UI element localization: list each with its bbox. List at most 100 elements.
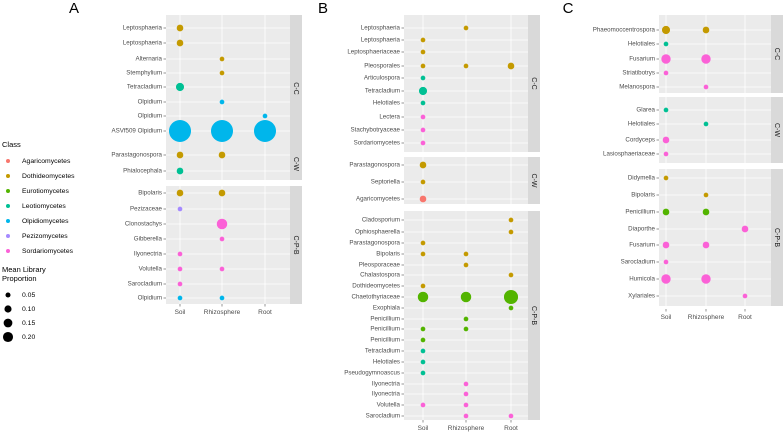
legend-size-title: Proportion: [2, 274, 37, 283]
data-point: [262, 113, 268, 119]
y-tick-label: Didymella: [628, 175, 656, 182]
legend-class-label: Sordariomycetes: [22, 248, 74, 255]
facet-background: [659, 169, 771, 306]
data-point: [176, 39, 184, 47]
y-tick-label: Xylariales: [628, 293, 655, 300]
y-tick-label: Penicillium: [370, 316, 400, 323]
y-tick-label: Olpidium: [138, 99, 162, 106]
facet-strip-label: C-P-B: [773, 228, 780, 247]
data-point: [419, 161, 427, 169]
panel-label: B: [318, 0, 328, 17]
data-point: [702, 241, 710, 249]
data-point: [417, 291, 429, 303]
y-tick-label: Fusarium: [629, 242, 655, 249]
y-tick-label: Diaporthe: [628, 226, 655, 233]
y-tick-label: Sarocladium: [128, 281, 162, 288]
panel-C: C C-C Phaeomoccentrospora Helotiales Fusariu…: [563, 0, 783, 321]
y-tick-label: Tetracladium: [127, 84, 162, 91]
y-tick-label: Chalastospora: [360, 272, 400, 279]
data-point: [463, 381, 469, 387]
data-point: [701, 274, 711, 284]
legend: Class Agaricomycetes Dothideomycetes Euroti…: [2, 140, 75, 343]
data-point: [662, 136, 670, 144]
legend-class-key: [6, 234, 10, 238]
y-tick-label: Bipolaris: [631, 192, 655, 199]
data-point: [663, 107, 669, 113]
y-tick-label: Articulospora: [364, 75, 401, 82]
data-point: [702, 26, 710, 34]
legend-class-key: [6, 219, 10, 223]
data-point: [663, 41, 669, 47]
data-point: [177, 295, 183, 301]
data-point: [742, 293, 748, 299]
y-tick-label: Striatibotrys: [622, 70, 655, 77]
y-tick-label: Phialocephala: [123, 168, 162, 175]
data-point: [420, 49, 426, 55]
y-tick-label: Leptosphaeriaceae: [347, 49, 400, 56]
data-point: [702, 208, 710, 216]
y-tick-label: Glarea: [636, 107, 655, 114]
legend-class-key: [6, 204, 10, 208]
data-point: [420, 370, 426, 376]
y-tick-label: Volutella: [377, 402, 401, 409]
legend-class-key: [6, 249, 10, 253]
y-tick-label: Lectera: [379, 114, 400, 121]
data-point: [175, 82, 185, 92]
data-point: [176, 151, 184, 159]
data-point: [420, 127, 426, 133]
data-point: [420, 100, 426, 106]
facet-C-P-B: C-P-B Bipolaris Pezizaceae Clonostachys Gibb…: [125, 186, 302, 304]
y-tick-label: Leptosphaeria: [361, 37, 401, 44]
legend-size-key: [4, 305, 12, 313]
data-point: [419, 195, 427, 203]
y-tick-label: Gibberella: [134, 236, 163, 243]
data-point: [210, 119, 234, 143]
data-point: [508, 305, 514, 311]
facet-strip: [771, 169, 783, 306]
legend-class-label: Dothideomycetes: [22, 173, 75, 180]
data-point: [420, 140, 426, 146]
legend-size-key: [2, 331, 14, 343]
y-tick-label: Dothideomycetes: [352, 283, 400, 290]
y-tick-label: Helotiales: [373, 100, 400, 107]
legend-class-label: Pezizomycetes: [22, 233, 68, 240]
facet-strip-label: C-P-B: [530, 306, 537, 325]
y-tick-label: Cladosporium: [362, 217, 400, 224]
y-tick-label: Cordyceps: [625, 137, 655, 144]
y-tick-label: Leptosphaeria: [361, 25, 401, 32]
data-point: [463, 391, 469, 397]
data-point: [463, 413, 469, 419]
y-tick-label: Stachybotryaceae: [350, 127, 400, 134]
data-point: [463, 63, 469, 69]
data-point: [420, 37, 426, 43]
data-point: [219, 99, 225, 105]
data-point: [463, 25, 469, 31]
data-point: [463, 326, 469, 332]
legend-class-label: Agaricomycetes: [22, 158, 71, 165]
panel-B: B C-C Leptosphaeria Leptosphaeria Leptosphae…: [318, 0, 540, 432]
data-point: [463, 402, 469, 408]
legend-size-label: 0.20: [22, 334, 35, 341]
data-point: [176, 167, 184, 175]
y-tick-label: Stemphylium: [126, 70, 162, 77]
y-tick-label: Pezizaceae: [130, 206, 163, 213]
data-point: [703, 192, 709, 198]
y-tick-label: Leptosphaeria: [123, 25, 163, 32]
data-point: [168, 119, 192, 143]
data-point: [508, 229, 514, 235]
data-point: [663, 151, 669, 157]
y-tick-label: ASVf509 Olpidium: [111, 128, 162, 135]
y-tick-label: Bipolaris: [138, 190, 162, 197]
x-tick-label: Rhizosphere: [204, 309, 241, 316]
x-tick-label: Root: [738, 314, 752, 321]
y-tick-label: Olpidium: [138, 113, 162, 120]
facet-C-W: C-W Glarea Helotiales Cordyceps Lasiosphaeri…: [603, 97, 783, 163]
data-point: [219, 70, 225, 76]
x-tick-label: Soil: [175, 309, 186, 316]
facet-C-W: C-W Parastagonospora Phialocephala: [111, 148, 302, 180]
facet-C-P-B: C-P-B Didymella Bipolaris Penicillium Diapor…: [621, 169, 783, 306]
y-tick-label: Lasiosphaeriaceae: [603, 151, 656, 158]
data-point: [701, 54, 711, 64]
data-point: [508, 217, 514, 223]
legend-size-label: 0.10: [22, 306, 35, 313]
